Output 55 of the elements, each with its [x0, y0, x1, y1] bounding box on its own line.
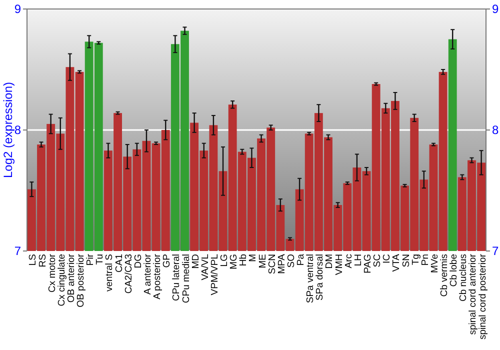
x-tick-label: VPM/VPL: [209, 254, 220, 296]
x-tick-label: MVe: [429, 254, 440, 274]
x-tick-label: M: [248, 254, 259, 262]
x-tick-label: VA/VL: [200, 254, 211, 280]
x-tick-label: RS: [37, 254, 48, 268]
x-tick-label: Hb: [238, 254, 250, 266]
y-tick-label: 9: [14, 2, 22, 16]
x-tick-label: MD: [190, 254, 202, 269]
y-tick-label: 7: [14, 244, 22, 258]
x-tick-label: GP: [162, 254, 173, 268]
x-tick-label: DG: [132, 254, 144, 268]
y-axis-title: Log2 (expression): [1, 82, 15, 178]
x-tick-label: Cb lobe: [448, 254, 460, 287]
y2-tick-label: 8: [492, 123, 499, 138]
x-tick-label: LH: [352, 254, 364, 266]
x-tick-label: Cb vermis: [439, 254, 450, 297]
x-tick-label: Pn: [420, 254, 431, 266]
x-tick-label: SPa ventral: [305, 254, 316, 304]
x-tick-label: Cx motor: [46, 254, 58, 293]
x-tick-label: CA1: [114, 254, 125, 272]
x-tick-label: SPa dorsal: [314, 254, 326, 300]
x-tick-label: Cx cingulate: [56, 254, 68, 306]
x-tick-label: Tg: [410, 254, 422, 266]
x-tick-label: ventral S: [104, 254, 116, 292]
x-tick-label: spinal cord anterior: [468, 254, 479, 335]
x-tick-label: LS: [28, 254, 39, 266]
x-tick-label: SCN: [266, 254, 278, 274]
x-tick-label: IC: [382, 254, 393, 264]
x-tick-label: SC: [372, 254, 384, 268]
y-tick-label: 8: [14, 123, 22, 138]
x-tick-label: Arc: [343, 254, 354, 268]
y2-tick-label: 9: [492, 2, 499, 16]
x-tick-label: MG: [228, 254, 240, 270]
x-tick-label: VTA: [391, 253, 402, 272]
x-tick-label: PAG: [362, 254, 374, 274]
x-tick-label: A posterior: [152, 254, 164, 300]
x-tick-label: CA2/CA3: [123, 254, 134, 294]
x-tick-label: Pir: [85, 254, 96, 266]
x-tick-label: MPA: [276, 253, 288, 274]
y2-tick-label: 7: [492, 244, 499, 258]
x-tick-label: LG: [219, 254, 230, 267]
x-tick-label: VMH: [334, 254, 345, 276]
x-tick-label: SO: [286, 254, 297, 268]
x-tick-label: Tu: [94, 254, 106, 265]
x-tick-label: A anterior: [142, 254, 154, 295]
x-tick-label: CPu lateral: [171, 254, 182, 301]
x-tick-label: OB anterior: [66, 254, 77, 303]
x-tick-label: SN: [400, 254, 412, 268]
x-tick-label: OB posterior: [76, 254, 87, 308]
x-tick-label: Pa: [296, 253, 307, 266]
x-tick-label: CPu medial: [180, 254, 192, 304]
x-tick-label: DM: [324, 254, 336, 269]
x-tick-label: Cb nucleus: [458, 254, 470, 302]
x-tick-label: ME: [257, 254, 268, 268]
x-tick-label: spinal cord posterior: [477, 254, 488, 340]
